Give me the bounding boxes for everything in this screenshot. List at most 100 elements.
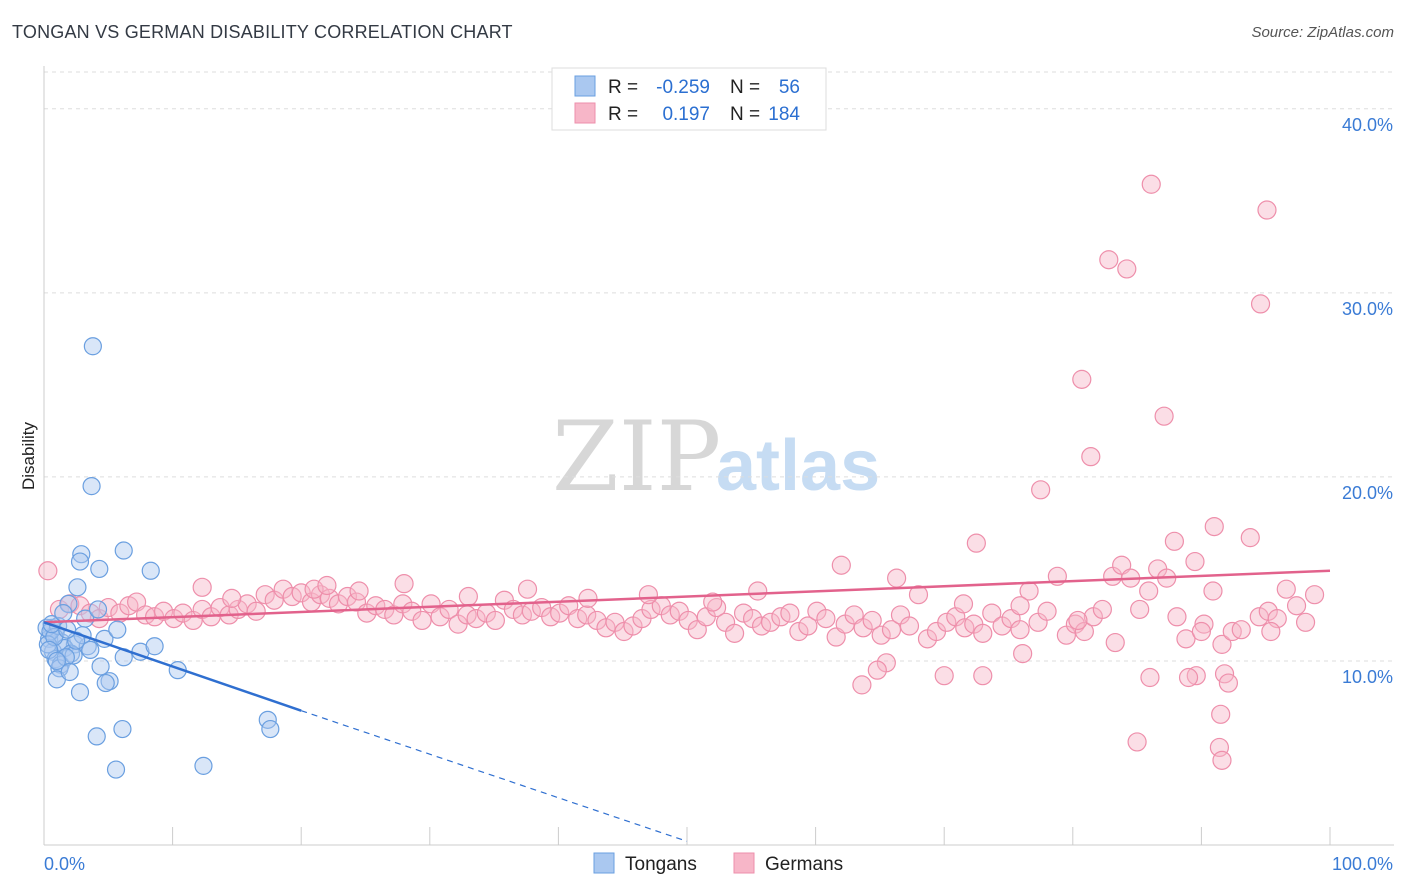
tongan-point <box>87 727 106 746</box>
german-point <box>394 574 414 594</box>
german-point <box>871 625 891 645</box>
tongan-point <box>261 719 280 739</box>
german-point <box>1295 612 1316 632</box>
legend-bottom-germans-swatch <box>733 852 755 874</box>
watermark-atlas: atlas <box>716 426 880 506</box>
german-point <box>748 581 768 601</box>
german-point <box>867 660 887 680</box>
german-point <box>816 609 836 629</box>
german-point <box>1257 200 1277 220</box>
german-point <box>641 599 661 620</box>
tongan-point <box>88 600 108 619</box>
german-point <box>1231 620 1251 640</box>
german-point <box>1164 531 1184 551</box>
german-point <box>1154 406 1174 426</box>
german-point <box>1211 704 1231 724</box>
y-tick-label: 30.0% <box>1342 299 1393 319</box>
tongan-point <box>96 673 115 693</box>
legend-bottom-tongans-swatch <box>593 852 615 874</box>
german-point <box>908 585 929 605</box>
axes <box>43 66 1394 846</box>
tongan-point <box>81 640 100 660</box>
tongan-point <box>72 545 91 564</box>
german-point <box>1186 666 1206 686</box>
tongan-point <box>83 337 102 356</box>
german-point <box>1250 294 1271 314</box>
german-point <box>349 581 369 601</box>
german-point <box>485 610 505 631</box>
german-point <box>1304 585 1325 605</box>
german-point <box>466 609 486 629</box>
german-point <box>317 575 337 596</box>
german-point <box>703 592 723 612</box>
german-point <box>1167 607 1187 627</box>
german-point <box>1031 480 1051 500</box>
german-point <box>1010 620 1030 640</box>
german-point <box>1130 599 1150 620</box>
german-point <box>1212 750 1232 770</box>
german-point <box>1140 667 1160 688</box>
tongan-point <box>50 659 69 678</box>
german-point <box>1185 551 1205 572</box>
german-point <box>458 586 478 607</box>
legend-tongans-r-value: -0.259 <box>656 77 710 98</box>
tongan-point <box>114 541 133 560</box>
german-point <box>881 620 902 640</box>
german-point <box>596 618 616 638</box>
german-point <box>937 612 957 632</box>
legend-tongans-n-value: 56 <box>779 77 800 98</box>
tongan-point <box>145 637 164 656</box>
german-point <box>153 601 174 621</box>
tongans-trend-extension <box>301 710 688 842</box>
german-point <box>1037 601 1057 621</box>
german-point <box>789 621 809 642</box>
german-point <box>638 585 659 605</box>
german-point <box>337 586 358 607</box>
legend-bottom-germans-label: Germans <box>765 854 843 875</box>
german-point <box>1261 621 1281 642</box>
german-point <box>982 603 1002 623</box>
source-credit: Source: ZipAtlas.com <box>1251 24 1394 41</box>
trend-lines <box>43 569 1331 842</box>
german-point <box>578 588 598 608</box>
watermark: ZIP atlas <box>552 401 880 513</box>
german-point <box>246 601 266 621</box>
tongan-point <box>70 552 90 571</box>
german-point <box>1072 369 1092 389</box>
y-tick-label: 20.0% <box>1342 483 1393 503</box>
y-axis-label: Disability <box>19 421 38 490</box>
german-point <box>577 605 597 625</box>
legend-bottom-tongans-label: Tongans <box>625 854 697 875</box>
tongan-point <box>91 657 110 676</box>
watermark-zip: ZIP <box>552 401 721 513</box>
german-point <box>1218 673 1239 693</box>
legend-tongans-n-label: N = <box>730 77 760 98</box>
german-point <box>1178 667 1199 688</box>
tongan-point <box>47 651 66 671</box>
german-point <box>1203 581 1223 601</box>
tongan-point <box>194 756 213 775</box>
x-tick-label-min: 0.0% <box>44 854 85 874</box>
german-point <box>1099 250 1119 270</box>
german-point <box>953 594 974 614</box>
legend-germans-n-value: 184 <box>768 104 800 125</box>
german-point <box>966 533 986 553</box>
german-point <box>517 579 538 599</box>
german-point <box>38 561 58 581</box>
tongan-point <box>141 561 160 580</box>
legend-box <box>551 67 827 131</box>
german-point <box>1117 259 1137 279</box>
tongans-points <box>37 337 280 779</box>
germans-points <box>38 174 1325 770</box>
german-point <box>733 603 754 623</box>
german-point <box>1286 596 1307 616</box>
legend-germans-r-label: R = <box>608 104 638 125</box>
german-point <box>973 666 993 686</box>
legend-tongans-swatch <box>574 75 596 97</box>
tongan-point <box>82 477 101 496</box>
tongan-point <box>108 620 127 639</box>
german-point <box>887 568 907 588</box>
german-point <box>724 623 745 643</box>
german-point <box>760 612 781 632</box>
